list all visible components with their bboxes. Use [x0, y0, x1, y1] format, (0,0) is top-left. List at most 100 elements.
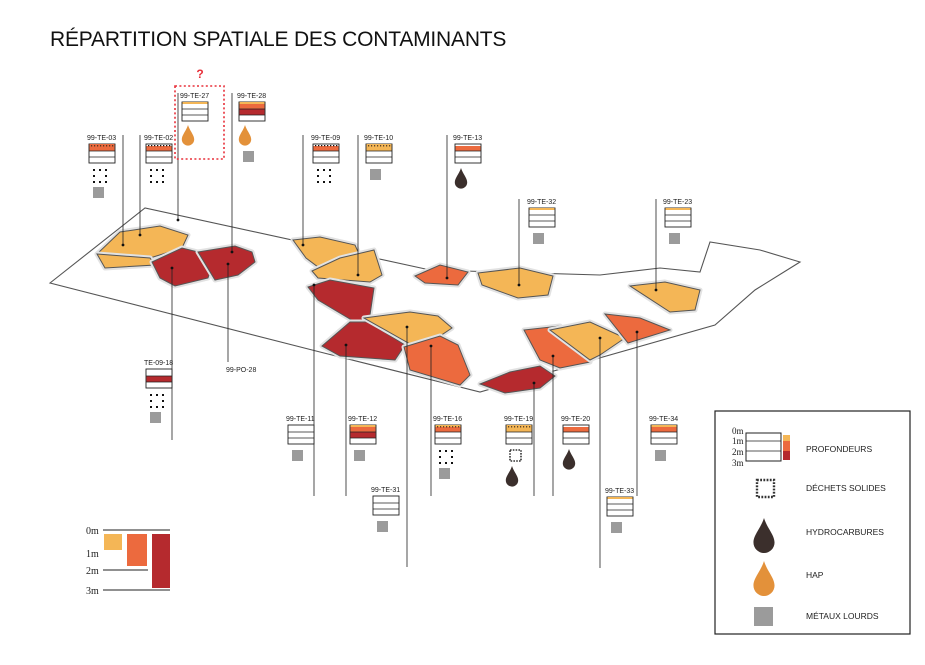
hydrocarbon-drop-icon — [454, 168, 468, 189]
contamination-zone — [548, 321, 627, 361]
depth-core — [312, 143, 340, 164]
heavy-metal-square-icon — [292, 450, 303, 461]
depth-core — [349, 424, 377, 445]
depth-core — [664, 207, 692, 228]
hap-drop-icon — [181, 125, 195, 146]
heavy-metal-square-icon — [655, 450, 666, 461]
station-label: 99-TE-11 — [286, 416, 315, 423]
legend-depth-3m: 3m — [732, 458, 744, 468]
station-label: 99-TE-32 — [527, 199, 556, 206]
legend-hap-shape — [753, 561, 775, 597]
legend-label-heavy-metals: MÉTAUX LOURDS — [806, 611, 879, 621]
contamination-zone — [403, 335, 471, 386]
legend-label-hydrocarbons: HYDROCARBURES — [806, 527, 884, 537]
depth-core — [434, 424, 462, 445]
depth-core — [372, 495, 400, 516]
legend-box: 0m 1m 2m 3m PROFONDEURS DÉCHETS SOLIDES … — [714, 410, 911, 635]
contamination-zone — [413, 264, 469, 286]
station-label: 99-TE-28 — [237, 93, 266, 100]
uncertain-highlight-box — [174, 85, 225, 160]
station-99-te-34: 99-TE-34 — [649, 416, 678, 461]
depth-core — [365, 143, 393, 164]
station-99-te-09: 99-TE-09 — [311, 135, 340, 183]
legend-hydrocarbon-drop-icon — [753, 518, 775, 554]
station-label: 99-TE-16 — [433, 416, 462, 423]
station-label: 99-TE-19 — [504, 416, 533, 423]
question-mark: ? — [196, 67, 203, 81]
heavy-metal-square-icon — [439, 468, 450, 479]
hydrocarbon-drop-icon — [562, 449, 576, 470]
station-99-te-20: 99-TE-20 — [561, 416, 590, 470]
depth-core — [145, 368, 173, 389]
heavy-metal-square-icon — [93, 187, 104, 198]
station-label: 99-TE-31 — [371, 487, 400, 494]
hap-drop-icon — [238, 125, 252, 146]
contamination-zone — [628, 281, 701, 313]
station-99-te-13: 99-TE-13 — [453, 135, 482, 189]
station-label: 99-TE-34 — [649, 416, 678, 423]
debris-dots-icon — [317, 169, 331, 183]
depth-core — [145, 143, 173, 164]
scale-label-0m: 0m — [86, 526, 99, 537]
station-99-te-33: 99-TE-33 — [605, 488, 634, 533]
station-99-te-16: 99-TE-16 — [433, 416, 462, 479]
legend-depth-0m: 0m — [732, 426, 744, 436]
station-label: 99-TE-33 — [605, 488, 634, 495]
scale-bar-deep — [152, 534, 170, 588]
station-99-te-28: 99-TE-28 — [237, 93, 266, 162]
station-label: 99-TE-20 — [561, 416, 590, 423]
heavy-metal-square-icon — [611, 522, 622, 533]
station-label: 99-TE-09 — [311, 135, 340, 142]
station-label: 99-TE-03 — [87, 135, 116, 142]
heavy-metal-square-icon — [150, 412, 161, 423]
depth-core — [238, 101, 266, 122]
scale-label-3m: 3m — [86, 586, 99, 597]
depth-core — [650, 424, 678, 445]
station-label: 99-TE-12 — [348, 416, 377, 423]
depth-core — [454, 143, 482, 164]
scale-label-2m: 2m — [86, 566, 99, 577]
station-99-te-19: 99-TE-19 — [504, 416, 533, 487]
station-label: 99-TE-13 — [453, 135, 482, 142]
depth-scale: 0m 1m 2m 3m — [86, 526, 170, 597]
station-te-09-18: TE-09-18 — [144, 360, 173, 423]
legend-depth-box — [745, 432, 790, 462]
heavy-metal-square-icon — [243, 151, 254, 162]
depth-core — [287, 424, 315, 445]
depth-core — [88, 143, 116, 164]
station-99-te-02: 99-TE-02 — [144, 135, 173, 183]
station-99-te-32: 99-TE-32 — [527, 199, 556, 244]
station-label: 99-PO-28 — [226, 367, 256, 374]
station-99-po-28: 99-PO-28 — [226, 367, 256, 374]
depth-core — [562, 424, 590, 445]
station-label: 99-TE-10 — [364, 135, 393, 142]
scale-label-1m: 1m — [86, 549, 99, 560]
page-title: RÉPARTITION SPATIALE DES CONTAMINANTS — [50, 28, 507, 51]
legend-solid-waste-icon — [755, 478, 776, 499]
legend-hydro-shape — [753, 518, 775, 554]
station-label: 99-TE-02 — [144, 135, 173, 142]
heavy-metal-square-icon — [377, 521, 388, 532]
debris-dots-icon — [150, 394, 164, 408]
legend-hap-drop-icon — [753, 561, 775, 597]
depth-core — [505, 424, 533, 445]
contamination-zone — [197, 245, 256, 281]
station-label: TE-09-18 — [144, 360, 173, 367]
station-99-te-10: 99-TE-10 — [364, 135, 393, 180]
heavy-metal-square-icon — [533, 233, 544, 244]
heavy-metal-square-icon — [354, 450, 365, 461]
depth-core — [606, 496, 634, 517]
debris-dots-icon — [439, 450, 453, 464]
station-99-te-12: 99-TE-12 — [348, 416, 377, 461]
hydrocarbon-drop-icon — [505, 466, 519, 487]
contamination-zone — [478, 365, 556, 394]
depth-core — [181, 101, 209, 122]
scale-bar-mid — [127, 534, 147, 566]
station-99-te-27: 99-TE-27 — [180, 93, 209, 146]
station-label: 99-TE-23 — [663, 199, 692, 206]
legend-label-profondeurs: PROFONDEURS — [806, 444, 872, 454]
debris-dots-icon — [93, 169, 107, 183]
station-label: 99-TE-27 — [180, 93, 209, 100]
station-99-te-23: 99-TE-23 — [663, 199, 692, 244]
